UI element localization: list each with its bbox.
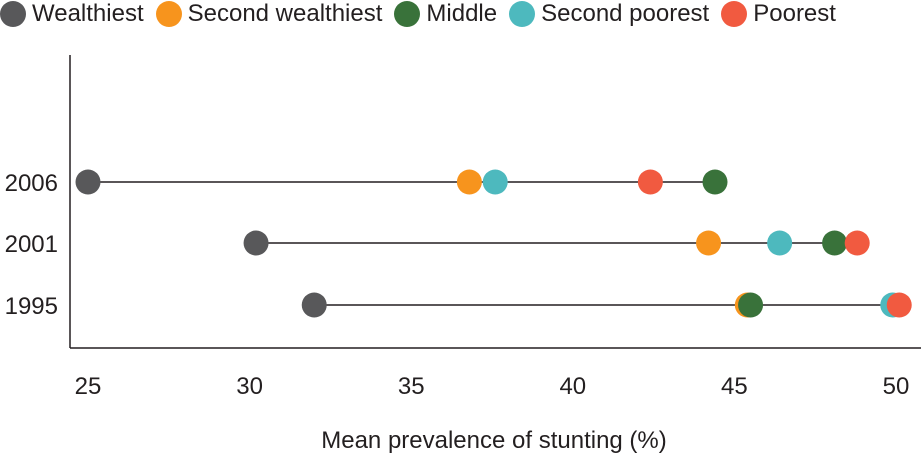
point-middle-1995: [738, 292, 764, 318]
legend-label-middle: Middle: [426, 0, 498, 27]
point-second-poorest-2006: [482, 169, 508, 195]
legend-item-second-poorest: Second poorest: [509, 0, 709, 28]
legend-label-second-poorest: Second poorest: [541, 0, 710, 27]
tick-labels: 25 30 35 40 45 50 2006 2001 1995: [5, 170, 910, 400]
y-category-label-2006: 2006: [5, 170, 58, 197]
legend-item-poorest: Poorest: [721, 0, 836, 28]
range-lines: [88, 181, 900, 306]
legend: Wealthiest Second wealthiest Middle Second …: [0, 0, 848, 28]
legend-swatch-second-wealthiest: [155, 1, 182, 27]
x-tick-label: 50: [883, 373, 910, 400]
point-second-wealthiest-2001: [696, 230, 722, 256]
point-middle-2006: [702, 169, 728, 195]
y-category-label-2001: 2001: [5, 231, 58, 258]
point-poorest-2006: [637, 169, 663, 195]
legend-item-middle: Middle: [394, 0, 497, 28]
y-category-label-1995: 1995: [5, 293, 58, 320]
legend-swatch-middle: [394, 1, 421, 27]
x-tick-label: 45: [721, 373, 748, 400]
legend-item-second-wealthiest: Second wealthiest: [155, 0, 383, 28]
x-tick-label: 40: [559, 373, 586, 400]
legend-label-poorest: Poorest: [753, 0, 836, 27]
axes: [69, 55, 921, 349]
legend-swatch-poorest: [721, 1, 748, 27]
point-second-wealthiest-2006: [456, 169, 482, 195]
point-wealthiest-2006: [75, 169, 101, 195]
point-poorest-2001: [844, 230, 870, 256]
data-points: [75, 169, 912, 318]
legend-swatch-second-poorest: [509, 1, 536, 27]
x-tick-label: 30: [236, 373, 263, 400]
x-tick-label: 25: [75, 373, 102, 400]
legend-swatch-wealthiest: [0, 1, 26, 27]
legend-label-second-wealthiest: Second wealthiest: [187, 0, 383, 27]
x-tick-label: 35: [398, 373, 425, 400]
point-poorest-1995: [886, 292, 912, 318]
legend-item-wealthiest: Wealthiest: [0, 0, 144, 28]
point-middle-2001: [822, 230, 848, 256]
x-axis-label: Mean prevalence of stunting (%): [321, 427, 667, 454]
point-wealthiest-2001: [243, 230, 269, 256]
legend-label-wealthiest: Wealthiest: [32, 0, 144, 27]
point-wealthiest-1995: [301, 292, 327, 318]
point-second-poorest-2001: [767, 230, 793, 256]
